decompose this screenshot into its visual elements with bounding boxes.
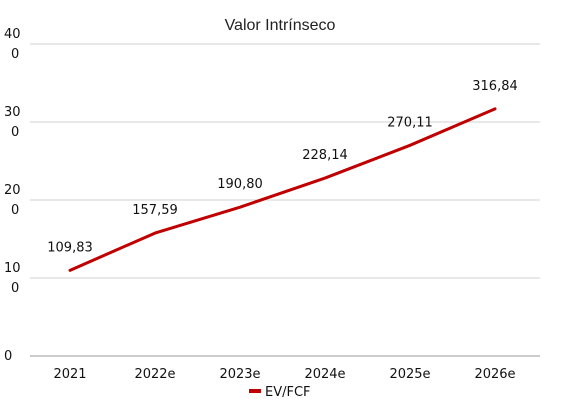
data-label-2026e: 316,84 (472, 79, 518, 94)
y-tick-label-300: 30 0 (4, 105, 21, 140)
data-labels: 109,83 157,59 190,80 228,14 270,11 316,84 (47, 79, 518, 255)
chart-title: Valor Intrínseco (225, 17, 336, 34)
x-tick-label-2024e: 2024e (304, 367, 345, 382)
y-tick-label-100: 10 0 (4, 261, 21, 296)
data-label-2021: 109,83 (47, 240, 93, 255)
series-line-ev-fcf (68, 107, 497, 272)
gridlines (30, 43, 540, 357)
y-tick-label-200: 20 0 (4, 183, 21, 218)
data-label-2023e: 190,80 (217, 177, 263, 192)
legend: EV/FCF (249, 385, 311, 400)
x-axis-tick-labels: 2021 2022e 2023e 2024e 2025e 2026e (53, 367, 515, 382)
x-tick-label-2022e: 2022e (134, 367, 175, 382)
x-tick-label-2026e: 2026e (474, 367, 515, 382)
data-label-2022e: 157,59 (132, 203, 178, 218)
legend-label-ev-fcf: EV/FCF (265, 385, 311, 400)
legend-swatch-ev-fcf (249, 389, 261, 393)
y-tick-label-0: 0 (4, 349, 12, 364)
data-label-2025e: 270,11 (387, 115, 433, 130)
x-tick-label-2021: 2021 (53, 367, 86, 382)
y-axis-tick-labels: 0 10 0 20 0 30 0 40 0 (4, 27, 21, 364)
x-tick-label-2025e: 2025e (389, 367, 430, 382)
data-label-2024e: 228,14 (302, 148, 348, 163)
series-lines (68, 107, 497, 272)
x-tick-label-2023e: 2023e (219, 367, 260, 382)
y-tick-label-400: 40 0 (4, 27, 21, 62)
